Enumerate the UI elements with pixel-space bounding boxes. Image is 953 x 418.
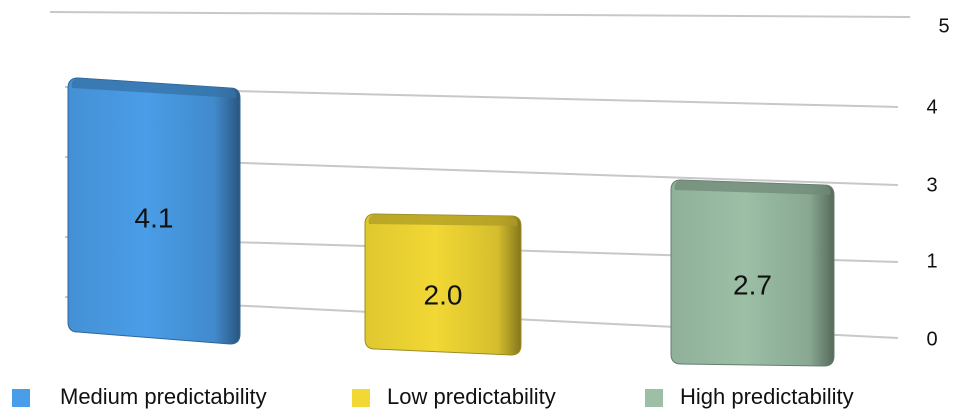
legend-swatch-0 [12,389,30,407]
bar-2: 2.7 [670,179,835,367]
y-tick-label-0: 0 [926,328,937,350]
bar-body-0 [67,77,241,345]
bar-1: 2.0 [364,213,522,356]
legend-label-0: Medium predictability [60,384,267,409]
legend-item-1: Low predictability [352,384,556,409]
y-axis-ticks: 0 1 3 4 5 [926,15,949,350]
data-label-1: 2.0 [424,279,463,310]
y-tick-label-3: 3 [926,174,937,196]
bar-top-0 [71,78,237,98]
bar-body-2 [670,179,835,367]
bar-body-1 [364,213,522,356]
legend-swatch-1 [352,389,370,407]
y-tick-label-5: 5 [938,15,949,37]
legend-item-0: Medium predictability [12,384,267,409]
legend-swatch-2 [645,389,663,407]
data-label-2: 2.7 [733,269,772,300]
bar-layer: 4.1 2.0 2.7 [67,77,835,367]
legend: Medium predictability Low predictability H… [12,384,854,409]
bar-0: 4.1 [67,77,241,345]
y-tick-label-4: 4 [926,96,937,118]
legend-label-2: High predictability [680,384,854,409]
data-label-0: 4.1 [135,202,174,233]
legend-label-1: Low predictability [387,384,556,409]
bar-top-2 [674,180,831,195]
bar-top-1 [368,214,518,226]
legend-item-2: High predictability [645,384,854,409]
y-tick-label-1: 1 [926,250,937,272]
gridline-5 [49,11,911,18]
